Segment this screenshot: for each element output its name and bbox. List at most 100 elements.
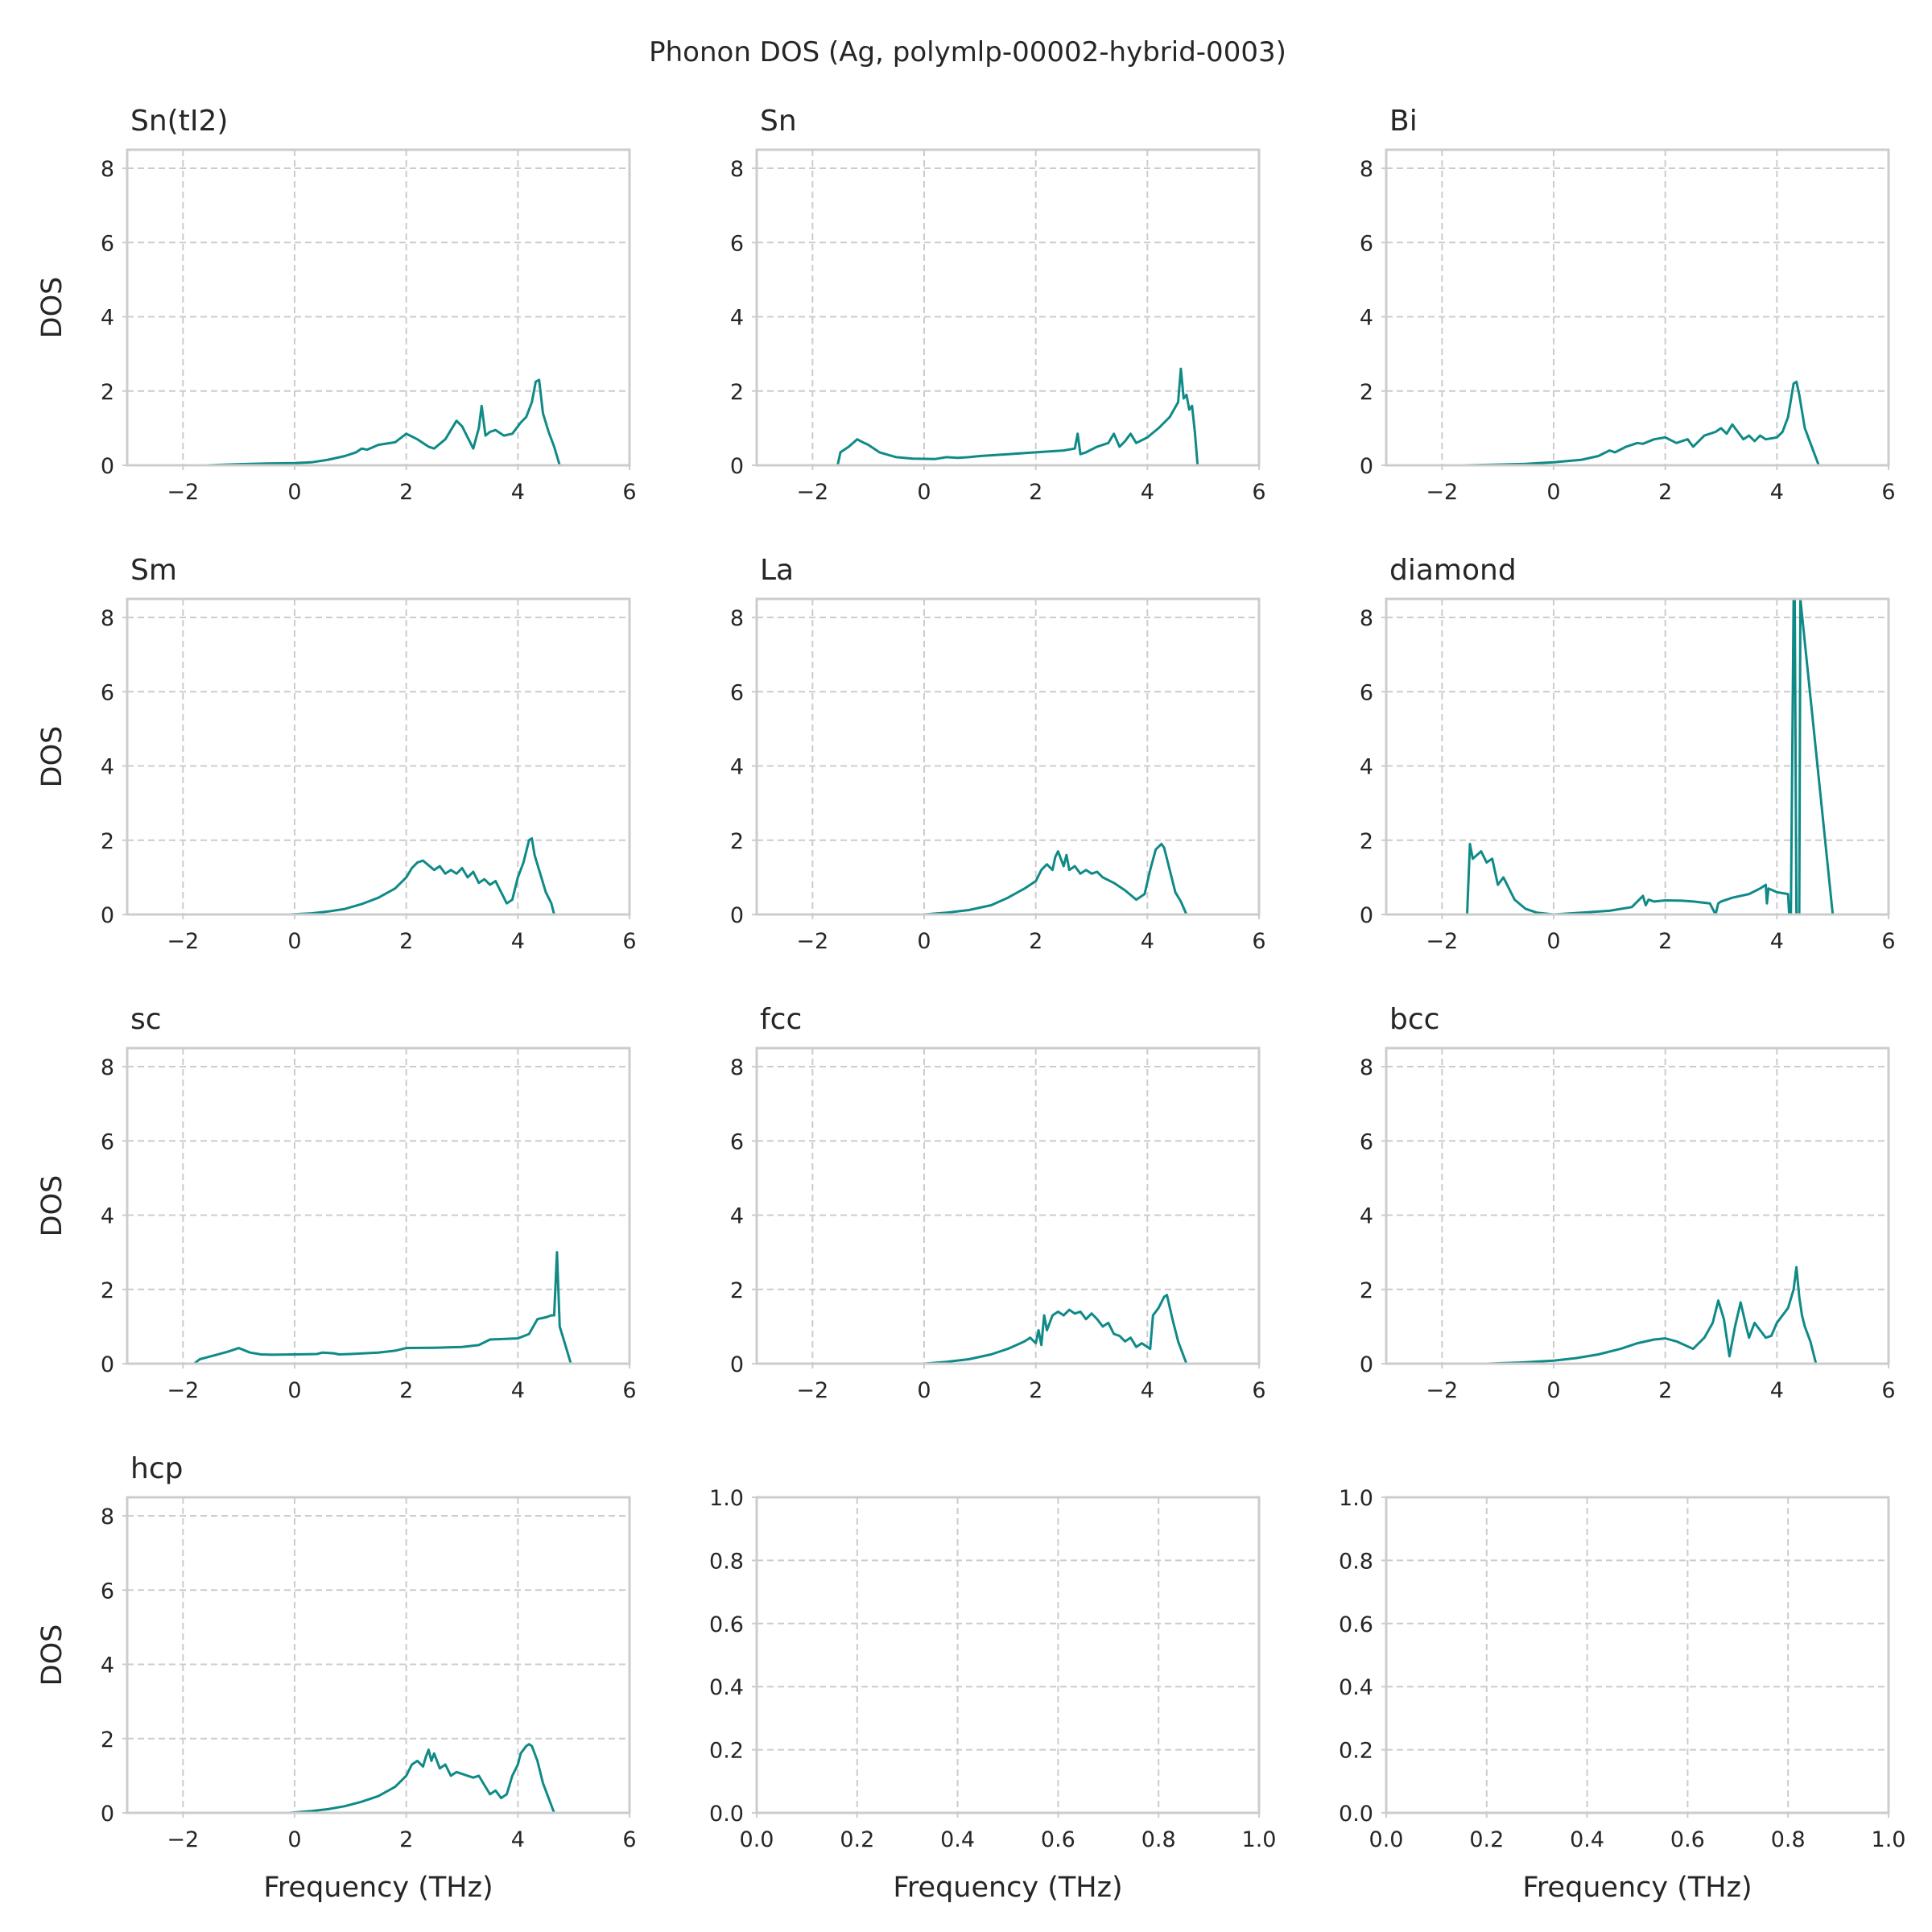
y-axis-label: DOS [36, 1624, 68, 1686]
x-axis-label: Frequency (THz) [1522, 1872, 1752, 1904]
y-tick-label: 2 [730, 829, 744, 854]
figure-title: Phonon DOS (Ag, polymlp-00002-hybrid-000… [649, 36, 1286, 68]
subplot-title: Bi [1389, 105, 1418, 138]
subplot-diamond: −2 0 2 4 6 0 2 4 6 8 diamond [1360, 554, 1896, 954]
x-tick-label: −2 [167, 1827, 199, 1852]
x-tick-label: 4 [1770, 929, 1784, 954]
x-tick-label: −2 [796, 480, 828, 505]
x-tick-label: 6 [1881, 1378, 1895, 1403]
dos-curve [205, 378, 591, 467]
x-tick-label: 0 [287, 480, 301, 505]
subplot-Sn: −2 0 2 4 6 0 2 4 6 8 Sn [730, 105, 1266, 505]
y-tick-label: 0.2 [1339, 1739, 1373, 1764]
dos-curve [923, 1294, 1215, 1365]
y-tick-label: 0.0 [1339, 1802, 1373, 1827]
axes-frame [126, 148, 631, 467]
subplot-La: −2 0 2 4 6 0 2 4 6 8 La [730, 554, 1266, 954]
x-tick-label: 0.6 [1041, 1827, 1075, 1852]
y-tick-label: 0.4 [709, 1675, 744, 1700]
y-tick-label: 2 [1360, 1278, 1373, 1303]
x-tick-label: 6 [622, 929, 636, 954]
x-tick-label: 6 [1252, 1378, 1265, 1403]
y-tick-label: 0 [101, 903, 114, 928]
y-tick-label: 4 [730, 306, 744, 331]
x-tick-label: 0.2 [840, 1827, 874, 1852]
y-tick-label: 0 [1360, 903, 1373, 928]
subplot-empty-10: 0.0 0.2 0.4 0.6 0.8 1.0 0.0 0.2 0.4 0.6 0.8 1.0 Freq… [709, 1486, 1276, 1904]
axes-frame [755, 148, 1261, 467]
x-tick-label: 0 [917, 1378, 931, 1403]
axes-frame [1385, 597, 1890, 916]
y-tick-label: 0.8 [709, 1549, 744, 1574]
x-tick-label: 1.0 [1872, 1827, 1906, 1852]
dos-curve [1442, 597, 1835, 916]
dos-curve [1464, 380, 1850, 467]
x-tick-label: 2 [1029, 480, 1042, 505]
subplot-fcc: −2 0 2 4 6 0 2 4 6 8 fcc [730, 1003, 1266, 1403]
x-axis-label: Frequency (THz) [263, 1872, 493, 1904]
x-axis-label: Frequency (THz) [893, 1872, 1122, 1904]
subplot-title: hcp [130, 1452, 183, 1485]
x-tick-label: 6 [622, 480, 636, 505]
x-tick-label: 0.6 [1670, 1827, 1705, 1852]
axes-frame [1385, 148, 1890, 467]
y-tick-label: 0.0 [709, 1802, 744, 1827]
y-tick-label: 8 [101, 1055, 114, 1080]
y-tick-label: 0 [730, 454, 744, 479]
y-tick-label: 0.6 [709, 1612, 744, 1637]
y-tick-label: 2 [101, 829, 114, 854]
x-tick-label: −2 [1426, 1378, 1458, 1403]
y-tick-label: 2 [730, 380, 744, 405]
y-tick-label: 2 [1360, 380, 1373, 405]
subplot-title: Sn(tI2) [130, 105, 228, 138]
subplot-title: Sn [760, 105, 797, 138]
x-tick-label: 0.4 [1570, 1827, 1604, 1852]
x-tick-label: 6 [622, 1378, 636, 1403]
x-tick-label: 6 [1881, 480, 1895, 505]
dos-curve [160, 1251, 602, 1365]
y-tick-label: 8 [730, 1055, 744, 1080]
x-tick-label: −2 [167, 929, 199, 954]
subplot-Bi: −2 0 2 4 6 0 2 4 6 8 Bi [1360, 105, 1896, 505]
dos-curve [1486, 1265, 1850, 1365]
y-tick-label: 4 [730, 1204, 744, 1229]
x-tick-label: 0.0 [740, 1827, 774, 1852]
dos-curve [289, 837, 580, 916]
subplot-grid: −2 0 2 4 6 0 2 4 6 8 Sn(tI2) DOS −2 0 2 4 6 0 2 4 6 8 Sn −2 0 2 4 6… [36, 105, 1905, 1904]
subplot-title: Sm [130, 554, 177, 587]
axes-frame [126, 1046, 631, 1365]
y-tick-label: 0 [730, 1352, 744, 1377]
x-tick-label: −2 [167, 480, 199, 505]
x-tick-label: 0 [287, 1827, 301, 1852]
x-tick-label: 2 [1658, 929, 1672, 954]
subplot-empty-11: 0.0 0.2 0.4 0.6 0.8 1.0 0.0 0.2 0.4 0.6 0.8 1.0 Freq… [1339, 1486, 1905, 1904]
x-tick-label: 2 [1658, 480, 1672, 505]
y-tick-label: 2 [1360, 829, 1373, 854]
axes-frame [1385, 1046, 1890, 1365]
y-tick-label: 6 [730, 1129, 744, 1154]
x-tick-label: 0 [287, 929, 301, 954]
x-tick-label: 6 [622, 1827, 636, 1852]
x-tick-label: 2 [399, 1827, 413, 1852]
x-tick-label: 0.8 [1771, 1827, 1806, 1852]
x-tick-label: 0 [1546, 1378, 1560, 1403]
y-tick-label: 2 [101, 1728, 114, 1752]
x-tick-label: 0.8 [1141, 1827, 1176, 1852]
x-tick-label: −2 [1426, 929, 1458, 954]
dos-curve [801, 367, 1232, 467]
y-tick-label: 8 [101, 1505, 114, 1530]
y-tick-label: 2 [730, 1278, 744, 1303]
y-tick-label: 0.4 [1339, 1675, 1373, 1700]
y-tick-label: 4 [101, 306, 114, 331]
x-tick-label: 6 [1881, 929, 1895, 954]
y-tick-label: 4 [101, 1653, 114, 1678]
x-tick-label: −2 [796, 1378, 828, 1403]
subplot-hcp: −2 0 2 4 6 0 2 4 6 8 hcp DOS Frequency (THz) [36, 1452, 637, 1904]
x-tick-label: 4 [1770, 1378, 1784, 1403]
y-tick-label: 6 [1360, 680, 1373, 705]
y-tick-label: 0 [101, 1802, 114, 1827]
x-tick-label: 4 [511, 480, 525, 505]
x-tick-label: 0 [917, 929, 931, 954]
y-tick-label: 8 [730, 606, 744, 631]
